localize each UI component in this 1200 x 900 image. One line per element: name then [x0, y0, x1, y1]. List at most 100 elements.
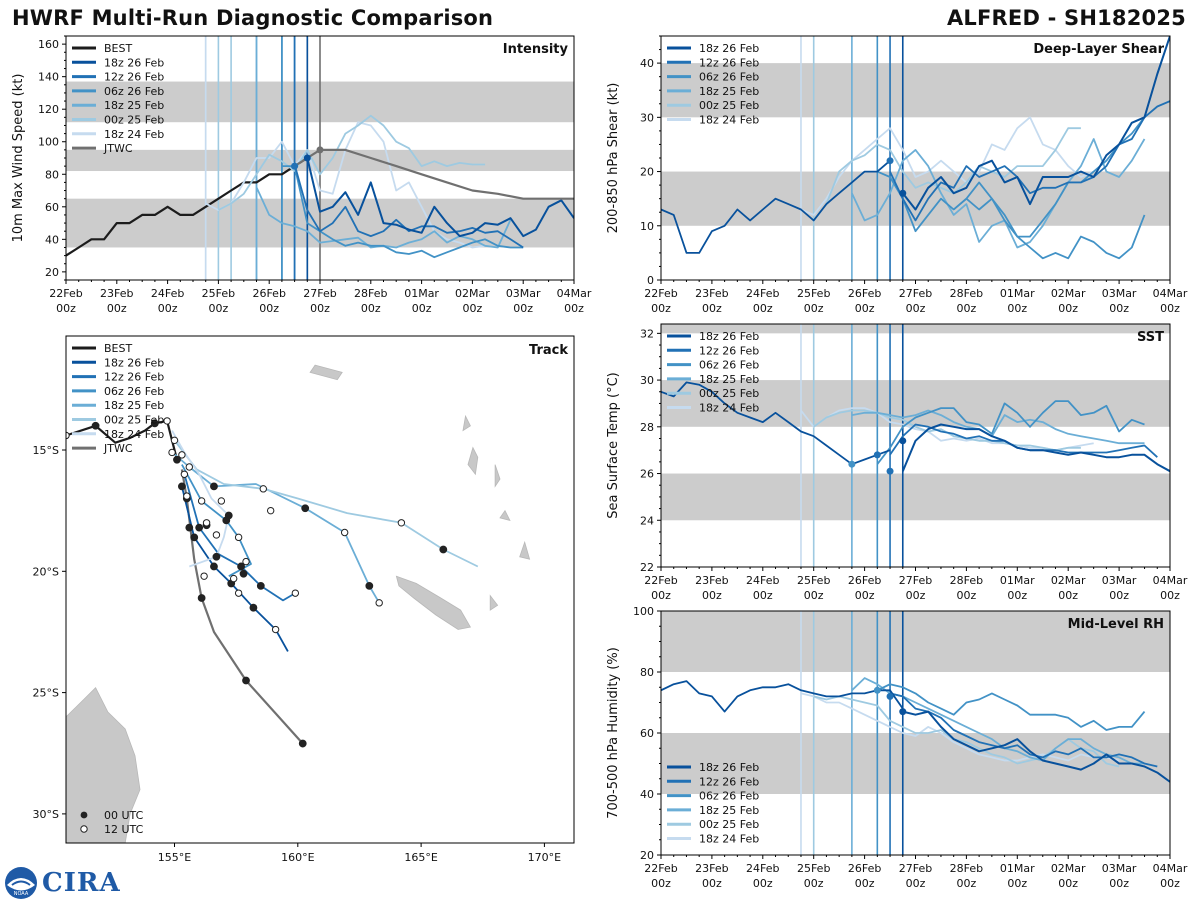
- x-tick-label: 23Feb: [100, 287, 133, 300]
- storm-id-title: ALFRED - SH182025: [946, 6, 1186, 30]
- legend-label: 18z 24 Feb: [104, 428, 164, 441]
- x-tick-label: 22Feb: [49, 287, 82, 300]
- legend-label: 18z 26 Feb: [699, 330, 759, 343]
- landmass: [494, 464, 501, 488]
- x-tick-label: 00z: [1007, 589, 1027, 602]
- x-tick-label: 00z: [804, 877, 824, 890]
- landmass: [489, 594, 499, 611]
- x-tick-label: 22Feb: [644, 574, 677, 587]
- legend-label: 12z 26 Feb: [699, 775, 759, 788]
- series-line-18z-26-feb: [902, 36, 1170, 211]
- plot-area-rh: [661, 611, 1170, 855]
- x-tick-label: 28Feb: [950, 287, 983, 300]
- y-tick-label: 26: [640, 468, 654, 481]
- x-tick-label: 00z: [651, 589, 671, 602]
- landmass: [462, 414, 471, 432]
- init-marker: [899, 437, 907, 445]
- shade-band: [661, 324, 1170, 334]
- series-line-00z-25-feb: [217, 114, 486, 211]
- x-tick-label: 03Mar: [1102, 574, 1137, 587]
- x-tick-label: 00z: [651, 877, 671, 890]
- legend-label: 00z 25 Feb: [699, 99, 759, 112]
- series-line-06z-26-feb: [876, 400, 1145, 465]
- x-tick-label: 28Feb: [950, 862, 983, 875]
- track-point-00utc: [212, 552, 221, 561]
- x-tick-label: 00z: [1160, 302, 1180, 315]
- x-tick-label: 22Feb: [644, 287, 677, 300]
- init-marker: [886, 157, 894, 165]
- x-tick-label: 26Feb: [252, 287, 285, 300]
- cira-logo-text: CIRA: [42, 868, 121, 898]
- x-tick-label: 00z: [753, 302, 773, 315]
- page-title: HWRF Multi-Run Diagnostic Comparison: [12, 6, 494, 30]
- x-tick-label: 00z: [56, 302, 76, 315]
- legend-label: 18z 26 Feb: [104, 356, 164, 369]
- series-line-06z-26-feb: [281, 165, 524, 259]
- x-tick-label: 00z: [361, 302, 381, 315]
- track-point-12utc: [229, 574, 238, 583]
- x-tick-label: 00z: [957, 302, 977, 315]
- x-tick-label: 00z: [158, 302, 178, 315]
- series-line-best: [66, 157, 308, 257]
- legend-label: 12z 26 Feb: [104, 71, 164, 84]
- chart-title: Deep-Layer Shear: [1033, 42, 1164, 57]
- x-tick-label: 00z: [906, 589, 926, 602]
- track-point-12utc: [266, 506, 275, 515]
- y-tick-label: 10: [640, 220, 654, 233]
- init-marker: [886, 692, 894, 700]
- y-tick-label: 40: [45, 233, 59, 246]
- track-point-00utc: [256, 581, 265, 590]
- x-tick-label: 00z: [651, 302, 671, 315]
- track-point-12utc: [168, 448, 176, 457]
- legend-label: 18z 25 Feb: [699, 804, 759, 817]
- legend-label: 00 UTC: [104, 809, 144, 822]
- init-marker: [316, 146, 324, 154]
- x-tick-label: 27Feb: [899, 287, 932, 300]
- series-line-lower-branch: [953, 197, 1146, 260]
- y-tick-label: 0: [647, 274, 654, 287]
- y-tick-label: 120: [38, 103, 59, 116]
- shade-band: [661, 63, 1170, 118]
- x-tick-label: 23Feb: [695, 862, 728, 875]
- landmass: [309, 364, 343, 381]
- x-tick-label: 00z: [753, 589, 773, 602]
- x-tick-label: 00z: [209, 302, 229, 315]
- track-point-00utc: [365, 581, 374, 590]
- legend-label: 06z 26 Feb: [104, 85, 164, 98]
- track-point-00utc: [197, 594, 206, 602]
- map-area: [66, 364, 531, 843]
- x-tick-label: 01Mar: [1000, 574, 1035, 587]
- x-tick-label: 02Mar: [1051, 287, 1086, 300]
- x-tick-label: 25Feb: [202, 287, 235, 300]
- x-tick-label: 00z: [855, 877, 875, 890]
- landmass: [395, 575, 472, 630]
- track-point-12utc: [180, 470, 189, 478]
- series-line-00z-25-feb: [812, 127, 1081, 221]
- y-axis-label: 200-850 hPa Shear (kt): [606, 83, 621, 234]
- landmass: [467, 446, 479, 476]
- x-tick-label: 02Mar: [455, 287, 490, 300]
- x-tick-label: 24Feb: [746, 574, 779, 587]
- track-point-12utc: [234, 589, 243, 597]
- legend-label: 18z 25 Feb: [699, 85, 759, 98]
- x-tick-label: 00z: [463, 302, 483, 315]
- x-tick-label: 01Mar: [1000, 287, 1035, 300]
- landmass: [66, 687, 141, 843]
- y-tick-label: 60: [45, 201, 59, 214]
- x-tick-label: 01Mar: [404, 287, 439, 300]
- x-tick-label: 00z: [1007, 302, 1027, 315]
- track-point-00utc: [190, 533, 199, 542]
- x-tick-label: 00z: [1007, 877, 1027, 890]
- track-point-12utc: [340, 528, 349, 537]
- legend-label: 18z 26 Feb: [699, 761, 759, 774]
- legend-label: 18z 25 Feb: [104, 399, 164, 412]
- x-tick-label: 00z: [957, 877, 977, 890]
- series-line-pre-init: [661, 680, 904, 713]
- x-tick-label: 27Feb: [899, 574, 932, 587]
- legend-label: BEST: [104, 42, 132, 55]
- chart-rh: 20 40 60 80 100 22Feb 00z 23Feb 00z 24Feb 00z 25Feb…: [606, 605, 1188, 890]
- chart-title: Mid-Level RH: [1068, 617, 1164, 632]
- init-marker: [848, 460, 856, 468]
- x-tick-label: 24Feb: [746, 862, 779, 875]
